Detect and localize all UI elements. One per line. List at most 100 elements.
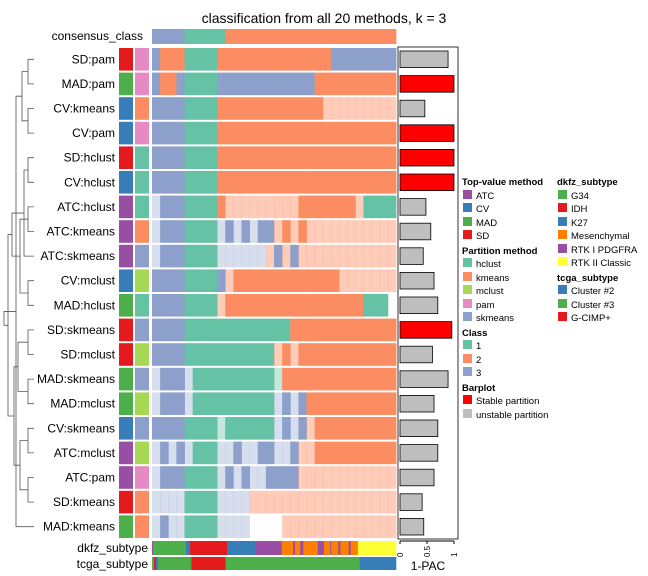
class-cell	[160, 121, 169, 145]
dkfz-cell	[340, 541, 349, 555]
dkfz-cell	[152, 541, 154, 555]
class-cell	[314, 121, 324, 145]
class-cell	[152, 490, 161, 514]
class-cell	[265, 367, 275, 391]
class-cell	[347, 72, 356, 96]
class-cell	[371, 244, 381, 268]
class-cell	[241, 244, 250, 268]
class-cell	[330, 490, 340, 514]
tcga-cell	[225, 557, 361, 570]
pac-bar	[399, 271, 435, 290]
legend-top-item: MAD	[462, 215, 548, 230]
dkfz-label: dkfz_subtype	[77, 541, 148, 555]
partition-method-cell	[135, 121, 149, 145]
class-cell	[200, 121, 210, 145]
class-cell	[192, 318, 202, 342]
class-cell	[387, 244, 397, 268]
legend-label: pam	[476, 299, 495, 311]
class-cell	[225, 195, 234, 219]
class-cell	[355, 343, 364, 366]
class-cell	[314, 318, 324, 342]
class-cell	[249, 171, 259, 194]
partition-method-cell	[135, 244, 149, 268]
class-cell	[152, 417, 161, 440]
class-cell	[282, 392, 291, 415]
class-cell	[355, 466, 364, 489]
class-cell	[241, 392, 250, 415]
class-cell	[192, 244, 202, 268]
class-cell	[339, 318, 348, 342]
class-cell	[225, 48, 234, 71]
class-cell	[363, 417, 372, 440]
class-cell	[290, 318, 299, 342]
class-cell	[290, 72, 299, 96]
class-cell	[192, 121, 202, 145]
class-cell	[330, 269, 340, 292]
class-cell	[274, 367, 283, 391]
class-cell	[192, 441, 202, 465]
class-cell	[298, 466, 307, 489]
legend-label: RTK II Classic	[571, 258, 632, 269]
pac-bar	[399, 345, 433, 364]
class-cell	[298, 121, 307, 145]
legend-label: mclust	[476, 286, 504, 297]
top-method-cell	[119, 146, 133, 169]
legend-swatch	[462, 407, 473, 419]
class-cell	[241, 72, 250, 96]
row-label: SD:skmeans	[47, 323, 115, 337]
class-cell	[347, 269, 356, 292]
class-cell	[168, 318, 177, 342]
class-cell	[339, 244, 348, 268]
pac-bar	[399, 222, 432, 241]
legend-swatch	[462, 229, 473, 240]
class-cell	[379, 417, 389, 440]
class-cell	[233, 343, 242, 366]
class-cell	[184, 392, 194, 415]
class-cell	[152, 171, 161, 194]
class-cell	[217, 171, 226, 194]
class-cell	[217, 367, 226, 391]
class-cell	[379, 48, 389, 71]
class-cell	[241, 343, 250, 366]
class-cell	[363, 343, 372, 366]
class-cell	[379, 490, 389, 514]
class-cell	[306, 466, 316, 489]
tcga-cell	[158, 557, 192, 570]
row-label: SD:pam	[72, 52, 115, 66]
class-cell	[217, 515, 226, 538]
class-cell	[184, 318, 194, 342]
class-cell	[387, 220, 397, 243]
class-cell	[184, 294, 194, 317]
class-cell	[241, 195, 250, 219]
dendrogram-branch	[15, 95, 34, 528]
class-cell	[168, 294, 177, 317]
class-cell	[160, 97, 169, 120]
dendrogram-branch	[21, 71, 28, 122]
class-cell	[176, 294, 185, 317]
class-cell	[339, 195, 348, 219]
class-cell	[290, 171, 299, 194]
legend-partition-item: hclust	[462, 257, 548, 271]
class-cell	[274, 171, 283, 194]
class-cell	[306, 195, 316, 219]
class-cell	[152, 441, 161, 465]
class-cell	[379, 515, 389, 538]
class-cell	[192, 343, 202, 366]
class-cell	[233, 318, 242, 342]
class-cell	[306, 220, 316, 243]
class-cell	[379, 367, 389, 391]
top-method-cell	[119, 121, 133, 145]
class-cell	[274, 343, 283, 366]
row-label: CV:pam	[72, 126, 115, 140]
legend-partition-item: mclust	[462, 284, 548, 298]
consensus-cell	[257, 29, 267, 44]
class-cell	[184, 72, 194, 96]
row-label: MAD:pam	[62, 77, 115, 91]
legend-dkfz-item: G34	[557, 188, 637, 203]
dkfz-cell	[323, 541, 331, 555]
class-cell	[225, 490, 234, 514]
consensus-cell	[371, 29, 381, 44]
class-cell	[200, 171, 210, 194]
class-cell	[257, 195, 267, 219]
class-cell	[355, 417, 364, 440]
